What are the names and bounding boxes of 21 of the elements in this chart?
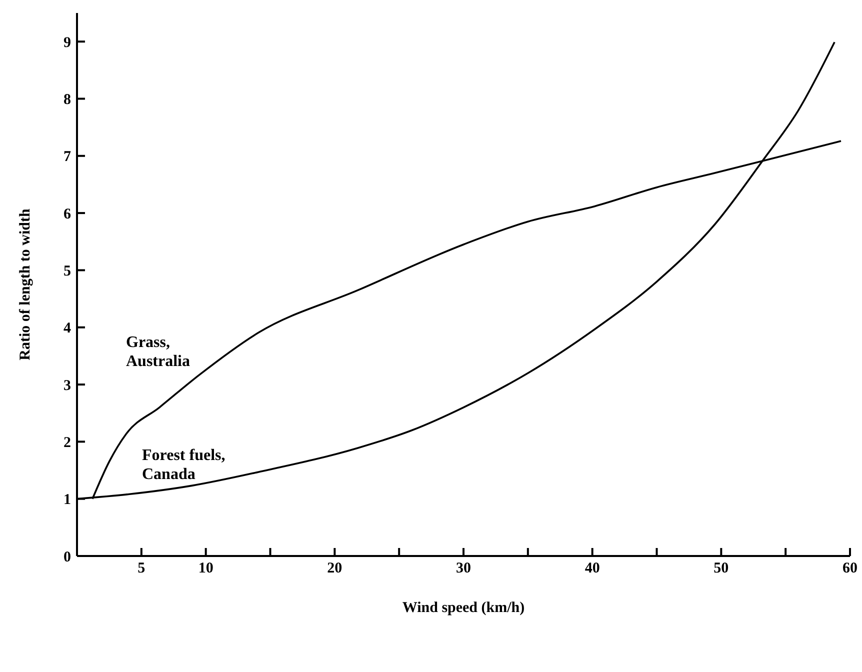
y-tick-label: 6 xyxy=(64,206,72,222)
y-tick-label: 1 xyxy=(64,492,71,508)
x-tick-label: 30 xyxy=(456,560,471,577)
x-axis-title: Wind speed (km/h) xyxy=(402,600,525,616)
x-tick-label: 5 xyxy=(138,560,146,577)
y-tick-label: 2 xyxy=(64,435,71,452)
y-tick-label: 3 xyxy=(64,378,71,394)
x-tick-label: 60 xyxy=(842,560,858,577)
y-tick-label: 5 xyxy=(64,264,71,280)
y-tick-label: 4 xyxy=(64,320,72,337)
x-tick-label: 20 xyxy=(327,560,342,577)
y-axis-title: Ratio of length to width xyxy=(17,208,34,360)
x-tick-label: 50 xyxy=(714,560,729,577)
x-tick-label: 10 xyxy=(198,560,214,577)
y-tick-label: 0 xyxy=(64,549,71,566)
y-tick-label: 9 xyxy=(64,34,71,51)
y-tick-label: 8 xyxy=(64,92,71,108)
series-label: Grass, Australia xyxy=(126,333,190,371)
x-tick-label: 40 xyxy=(584,560,600,577)
series-label: Forest fuels, Canada xyxy=(142,446,226,484)
y-tick-label: 7 xyxy=(64,149,72,166)
